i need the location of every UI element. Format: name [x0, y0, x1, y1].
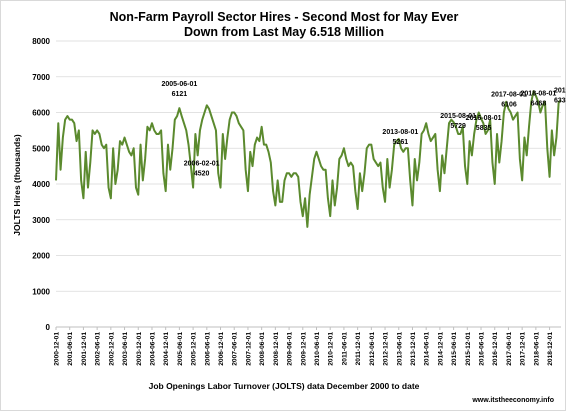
x-tick-label: 2008-12-01 [273, 332, 280, 366]
y-tick-label: 2000 [32, 252, 50, 261]
x-tick-label: 2001-12-01 [81, 332, 88, 366]
x-tick-label: 2000-12-01 [54, 332, 61, 366]
source-credit: www.itstheeconomy.info [471, 397, 554, 404]
x-tick-label: 2017-12-01 [520, 332, 527, 366]
y-axis-title: JOLTS Hires (thousands) [12, 134, 22, 236]
data-label: 6106 [501, 102, 517, 109]
data-label: 5261 [393, 139, 409, 146]
data-label: 2015-08-01 [440, 113, 476, 120]
x-tick-label: 2011-06-01 [341, 332, 348, 366]
y-tick-label: 7000 [32, 73, 50, 82]
data-label: 5835 [476, 125, 492, 132]
x-tick-label: 2014-12-01 [437, 332, 444, 366]
x-tick-label: 2001-06-01 [67, 332, 74, 366]
x-tick-label: 2010-12-01 [328, 332, 335, 366]
y-tick-label: 1000 [32, 287, 50, 296]
x-tick-label: 2004-06-01 [149, 332, 156, 366]
data-label: 2006-02-01 [184, 160, 220, 167]
x-tick-label: 2018-12-01 [547, 332, 554, 366]
x-tick-label: 2005-12-01 [191, 332, 198, 366]
x-axis-title: Job Openings Labor Turnover (JOLTS) data… [149, 381, 420, 391]
data-label: 2019-05-01 [554, 88, 566, 95]
x-tick-label: 2004-12-01 [163, 332, 170, 366]
data-label: 2005-06-01 [161, 81, 197, 88]
x-tick-label: 2013-12-01 [410, 332, 417, 366]
x-tick-label: 2003-12-01 [136, 332, 143, 366]
x-tick-label: 2011-12-01 [355, 332, 362, 366]
data-label: 2016-08-01 [466, 115, 502, 122]
x-tick-label: 2009-06-01 [287, 332, 294, 366]
x-tick-label: 2008-06-01 [259, 332, 266, 366]
x-tick-label: 2006-12-01 [218, 332, 225, 366]
y-tick-label: 6000 [32, 109, 50, 118]
y-tick-label: 3000 [32, 216, 50, 225]
data-label: 2013-08-01 [382, 129, 418, 136]
x-tick-label: 2003-06-01 [122, 332, 129, 366]
x-tick-label: 2002-12-01 [108, 332, 115, 366]
x-tick-label: 2006-06-01 [204, 332, 211, 366]
series-line-hires [55, 90, 562, 228]
y-tick-label: 5000 [32, 144, 50, 153]
x-tick-label: 2015-12-01 [465, 332, 472, 366]
x-tick-label: 2015-06-01 [451, 332, 458, 366]
data-label: 4520 [194, 170, 210, 177]
x-tick-label: 2012-06-01 [369, 332, 376, 366]
chart-title: Non-Farm Payroll Sector Hires - Second M… [110, 10, 459, 24]
x-tick-label: 2007-12-01 [245, 332, 252, 366]
x-tick-label: 2014-06-01 [424, 332, 431, 366]
data-label: 5729 [450, 123, 466, 130]
y-tick-label: 4000 [32, 180, 50, 189]
data-label: 6121 [172, 91, 188, 98]
data-label: 6468 [531, 101, 547, 108]
x-tick-label: 2013-06-01 [396, 332, 403, 366]
chart-subtitle: Down from Last May 6.518 Million [184, 25, 384, 39]
y-tick-label: 8000 [32, 37, 50, 46]
y-tick-label: 0 [46, 323, 51, 332]
x-tick-label: 2018-06-01 [533, 332, 540, 366]
x-tick-label: 2009-12-01 [300, 332, 307, 366]
data-label: 2018-08-01 [521, 91, 557, 98]
data-label: 2017-08-01 [491, 92, 527, 99]
x-tick-label: 2017-06-01 [506, 332, 513, 366]
x-tick-label: 2002-06-01 [95, 332, 102, 366]
x-tick-label: 2012-12-01 [383, 332, 390, 366]
x-tick-label: 2016-12-01 [492, 332, 499, 366]
x-tick-label: 2007-06-01 [232, 332, 239, 366]
data-label: 6331 [554, 98, 566, 105]
x-tick-label: 2010-06-01 [314, 332, 321, 366]
x-tick-label: 2005-06-01 [177, 332, 184, 366]
x-tick-label: 2016-06-01 [479, 332, 486, 366]
